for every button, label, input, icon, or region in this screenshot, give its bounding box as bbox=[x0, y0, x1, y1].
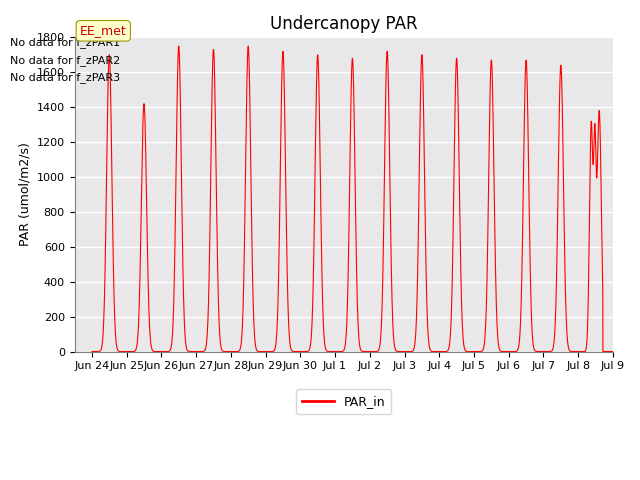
Text: No data for f_zPAR3: No data for f_zPAR3 bbox=[10, 72, 120, 83]
Text: No data for f_zPAR2: No data for f_zPAR2 bbox=[10, 55, 120, 66]
Text: No data for f_zPAR1: No data for f_zPAR1 bbox=[10, 37, 120, 48]
Y-axis label: PAR (umol/m2/s): PAR (umol/m2/s) bbox=[18, 143, 31, 246]
Title: Undercanopy PAR: Undercanopy PAR bbox=[270, 15, 417, 33]
Legend: PAR_in: PAR_in bbox=[296, 389, 392, 414]
Text: EE_met: EE_met bbox=[80, 24, 127, 37]
